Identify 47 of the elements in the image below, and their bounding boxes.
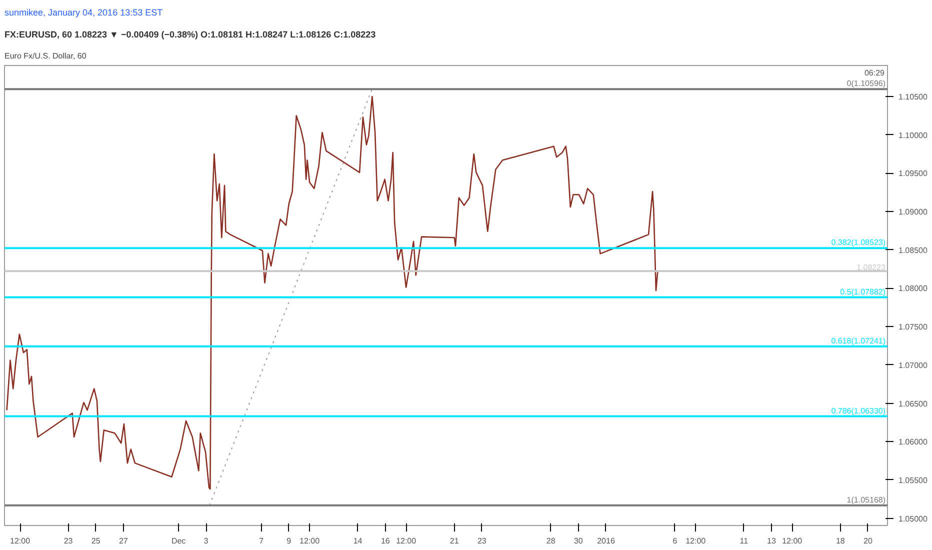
x-tick-label: 3 [204, 536, 209, 546]
y-tick-label: 1.10500 [898, 92, 928, 102]
x-tick-label: 28 [546, 536, 556, 546]
y-tick-label: 1.07500 [898, 322, 928, 332]
y-tick-label: 1.06500 [898, 399, 928, 408]
x-tick-label: 7 [259, 536, 264, 546]
x-tick-label: 14 [353, 536, 363, 546]
ref-line-label: 0.5(1.07882) [840, 287, 886, 296]
y-tick-label: 1.06000 [898, 438, 928, 447]
x-tick-label: 12:00 [396, 536, 417, 546]
x-tick-label: 18 [836, 536, 846, 546]
y-tick-label: 1.05000 [898, 514, 928, 524]
y-tick-label: 1.10000 [898, 130, 928, 140]
chart-title: FX:EURUSD, 60 1.08223 ▼ −0.00409 (−0.38%) O:1.08181 H:1.08247 L:1.08126 C:1.08223 [4, 30, 376, 40]
x-tick-label: 9 [286, 536, 292, 546]
x-tick-label: 23 [477, 536, 487, 546]
x-tick-label: 16 [380, 536, 390, 546]
x-tick-label: 21 [450, 536, 460, 546]
y-tick-label: 1.09000 [898, 208, 928, 217]
y-tick-label: 1.08000 [898, 284, 928, 294]
x-tick-label: 12:00 [686, 536, 706, 546]
x-tick-label: 11 [740, 536, 749, 546]
x-tick-label: 27 [118, 536, 128, 546]
x-tick-label: 12:00 [300, 536, 320, 546]
ref-line-label: 0(1.10596) [846, 79, 886, 88]
ref-line-label: 1(1.05168) [846, 495, 886, 504]
y-tick-label: 1.09500 [898, 169, 928, 178]
x-tick-label: 20 [864, 536, 873, 546]
ref-line-label: 0.382(1.08523) [831, 238, 886, 248]
x-tick-label: Dec [171, 536, 186, 546]
x-tick-label: 25 [91, 536, 101, 546]
x-tick-label: 30 [574, 536, 584, 546]
y-tick-label: 1.08500 [898, 246, 928, 255]
x-tick-label: 12:00 [782, 536, 803, 546]
annotation: 06:29 [864, 68, 886, 78]
y-tick-label: 1.07000 [898, 360, 928, 370]
ref-line-label: 0.618(1.07241) [831, 336, 886, 346]
x-tick-label: 12:00 [10, 536, 31, 546]
x-tick-label: 23 [64, 536, 74, 546]
y-tick-label: 1.05500 [898, 476, 928, 485]
x-tick-label: 2016 [597, 536, 616, 546]
line-series [6, 96, 658, 490]
x-tick-label: 13 [767, 536, 776, 546]
text: sunmikee, January 04, 2016 13:53 EST [4, 8, 164, 18]
chart-subtitle: Euro Fx/U.S. Dollar, 60 [4, 52, 87, 60]
ref-line-label: 0.786(1.06330) [831, 406, 886, 416]
x-tick-label: 6 [672, 536, 678, 546]
